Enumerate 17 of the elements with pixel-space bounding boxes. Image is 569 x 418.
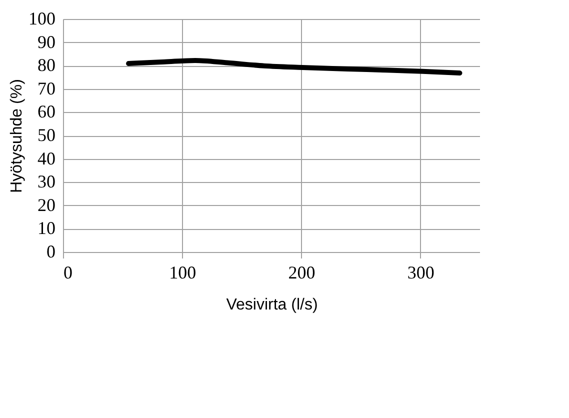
y-tick-label: 70 [38, 78, 56, 98]
y-tick-label: 80 [38, 55, 56, 76]
y-axis-title: Hyötysuhde (%) [8, 79, 26, 193]
x-tick-label: 0 [64, 262, 72, 282]
y-tick-label: 50 [38, 125, 56, 145]
x-axis-title: Vesivirta (l/s) [226, 296, 318, 314]
x-tick-label: 200 [288, 262, 316, 282]
y-tick-label: 0 [46, 242, 56, 262]
y-tick-label: 20 [38, 194, 56, 215]
x-tick-label: 300 [407, 262, 434, 282]
y-tick-label: 10 [38, 218, 56, 238]
y-tick-label: 30 [38, 172, 56, 192]
y-tick-label: 100 [28, 8, 56, 28]
x-tick-label: 100 [169, 262, 196, 282]
y-tick-label: 90 [38, 32, 56, 52]
y-tick-label: 60 [38, 102, 56, 122]
y-tick-label: 40 [38, 148, 56, 168]
